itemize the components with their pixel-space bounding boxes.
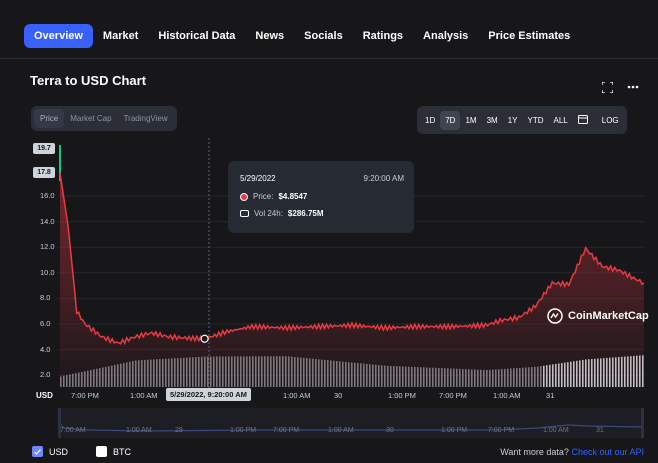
x-tick-label: 1:00 AM	[283, 391, 311, 400]
navigator-tick-label: 30	[386, 427, 394, 434]
tab-ratings[interactable]: Ratings	[353, 24, 413, 48]
top-tabs: Overview Market Historical Data News Socials…	[24, 24, 580, 48]
price-dot-icon	[240, 193, 248, 201]
x-tick-label: 1:00 PM	[388, 391, 416, 400]
mode-tradingview[interactable]: TradingView	[118, 109, 174, 128]
tooltip-volume-label: Vol 24h:	[254, 209, 283, 218]
navigator-tick-label: 1:00 PM	[441, 427, 467, 434]
tooltip-date: 5/29/2022	[240, 174, 276, 183]
y-tick-label: 2.0	[40, 370, 50, 379]
price-tag-high: 19.7	[33, 143, 55, 154]
range-1m[interactable]: 1M	[460, 111, 481, 130]
x-tick-label: 30	[334, 391, 342, 400]
navigator-tick-label: 1:00 PM	[230, 427, 256, 434]
chart-mode-selector: Price Market Cap TradingView	[31, 106, 177, 131]
tab-price-estimates[interactable]: Price Estimates	[478, 24, 580, 48]
tooltip-volume-row: Vol 24h: $286.75M	[240, 209, 324, 218]
mode-price[interactable]: Price	[34, 109, 64, 128]
y-tick-label: 10.0	[40, 268, 55, 277]
navigator-tick-label: 29	[175, 427, 183, 434]
footer-text: Want more data?	[500, 447, 569, 457]
currency-legend: USD BTC	[32, 446, 131, 457]
tooltip-price-value: $4.8547	[278, 192, 307, 201]
tooltip-price-row: Price: $4.8547	[240, 192, 307, 201]
range-ytd[interactable]: YTD	[523, 111, 549, 130]
mode-market-cap[interactable]: Market Cap	[64, 109, 117, 128]
y-tick-label: 8.0	[40, 293, 50, 302]
y-tick-label: 4.0	[40, 345, 50, 354]
navigator-tick-label: 7:00 AM	[60, 427, 86, 434]
navigator-right-handle[interactable]	[641, 408, 644, 438]
navigator-tick-label: 1:00 AM	[126, 427, 152, 434]
tab-news[interactable]: News	[245, 24, 294, 48]
range-all[interactable]: ALL	[549, 111, 573, 130]
y-tick-label: 14.0	[40, 217, 55, 226]
tooltip-price-label: Price:	[253, 192, 273, 201]
price-tag-current: 17.8	[33, 167, 55, 178]
navigator-tick-label: 31	[596, 427, 604, 434]
watermark-text: CoinMarketCap	[568, 310, 649, 322]
navigator-tick-label: 1:00 AM	[543, 427, 569, 434]
usd-checkbox[interactable]	[32, 446, 43, 457]
navigator-tick-label: 7:00 PM	[273, 427, 299, 434]
coinmarketcap-logo-icon	[547, 308, 563, 324]
coinmarketcap-watermark: CoinMarketCap	[547, 308, 649, 324]
navigator-tick-label: 7:00 PM	[488, 427, 514, 434]
tab-overview[interactable]: Overview	[24, 24, 93, 48]
tab-market[interactable]: Market	[93, 24, 148, 48]
x-tick-label: 7:00 PM	[439, 391, 467, 400]
range-1y[interactable]: 1Y	[503, 111, 523, 130]
log-scale-toggle[interactable]: LOG	[597, 111, 624, 130]
tab-analysis[interactable]: Analysis	[413, 24, 478, 48]
tooltip-time: 9:20:00 AM	[364, 174, 404, 183]
x-tick-label: 1:00 AM	[130, 391, 158, 400]
api-promo: Want more data? Check out our API	[500, 447, 644, 457]
tabs-divider	[0, 58, 658, 59]
calendar-icon[interactable]	[573, 109, 593, 131]
fullscreen-icon[interactable]	[599, 79, 615, 95]
tab-historical-data[interactable]: Historical Data	[148, 24, 245, 48]
navigator-tick-label: 1:00 AM	[328, 427, 354, 434]
tooltip-volume-value: $286.75M	[288, 209, 324, 218]
time-range-selector: 1D 7D 1M 3M 1Y YTD ALL LOG	[417, 106, 627, 134]
more-options-icon[interactable]	[625, 79, 641, 95]
tab-socials[interactable]: Socials	[294, 24, 353, 48]
y-axis-unit: USD	[36, 391, 53, 400]
y-tick-label: 16.0	[40, 191, 55, 200]
btc-label: BTC	[113, 447, 131, 457]
y-tick-label: 6.0	[40, 319, 50, 328]
range-1d[interactable]: 1D	[420, 111, 440, 130]
volume-icon	[240, 210, 249, 217]
x-tick-label: 7:00 PM	[71, 391, 99, 400]
x-tick-label: 1:00 AM	[493, 391, 521, 400]
btc-checkbox[interactable]	[96, 446, 107, 457]
usd-label: USD	[49, 447, 68, 457]
chart-tooltip: 5/29/2022 9:20:00 AM Price: $4.8547 Vol …	[228, 161, 414, 233]
range-3m[interactable]: 3M	[482, 111, 503, 130]
chart-title: Terra to USD Chart	[30, 73, 146, 88]
x-tick-label: 31	[546, 391, 554, 400]
crosshair-date-label: 5/29/2022, 9:20:00 AM	[166, 388, 251, 401]
y-tick-label: 12.0	[40, 242, 55, 251]
api-link[interactable]: Check out our API	[571, 447, 644, 457]
range-7d[interactable]: 7D	[440, 111, 460, 130]
hover-point	[201, 335, 208, 342]
